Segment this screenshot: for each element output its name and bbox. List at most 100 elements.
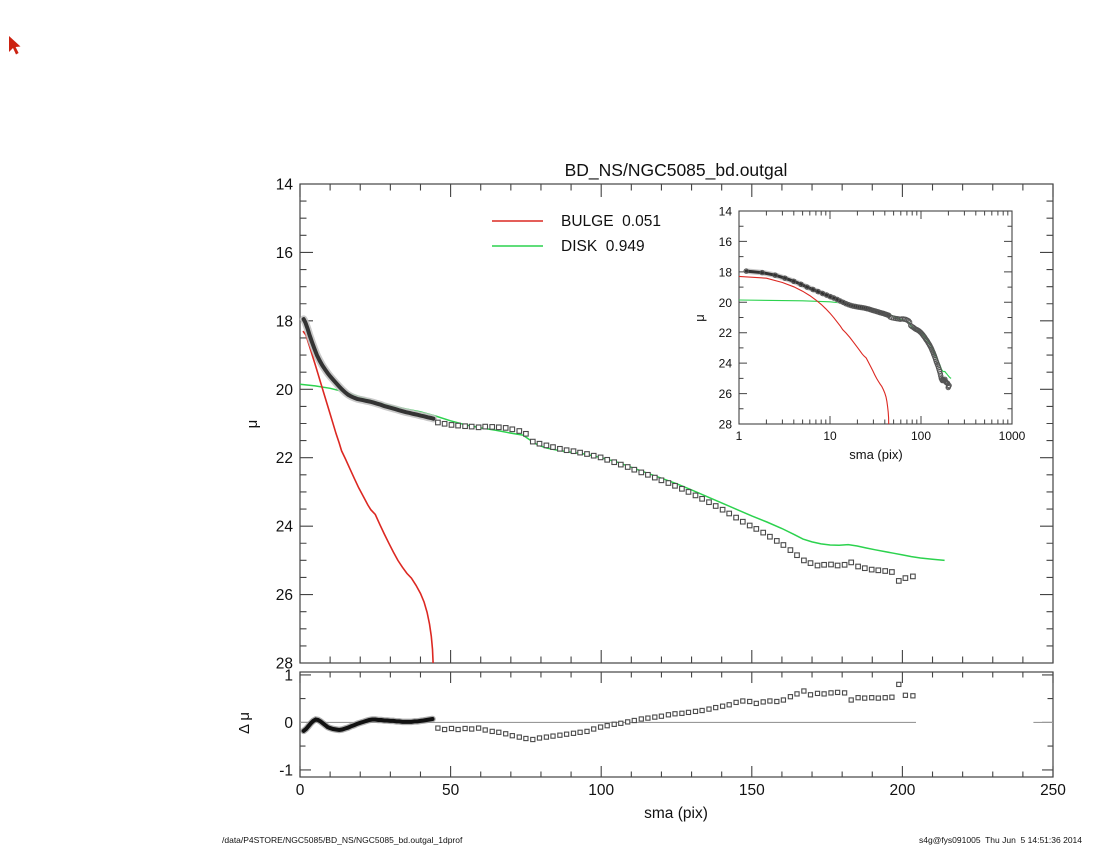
profile-point (550, 444, 556, 450)
inset-profile-point (906, 319, 913, 325)
residual-xtick-label: 50 (442, 782, 460, 799)
residual-point (591, 726, 597, 732)
residual-point (869, 695, 875, 701)
residual-point (787, 694, 794, 700)
residual-point (489, 728, 495, 735)
inset-profile-point (804, 284, 810, 290)
inset-ytick-label: 26 (719, 387, 733, 401)
inset-profile-point (743, 268, 749, 274)
inset-xlabel: sma (pix) (849, 447, 902, 462)
profile-point (604, 456, 611, 463)
residual-ytick-label: -1 (279, 762, 293, 779)
residual-core (301, 717, 435, 733)
profile-point (482, 423, 489, 430)
inset-profile-point (843, 301, 849, 307)
profile-point (733, 514, 739, 521)
residual-point (706, 706, 712, 712)
inset-profile-point (938, 373, 944, 379)
residual-point (557, 732, 563, 738)
profile-point (814, 562, 821, 569)
main-ytick-label: 16 (276, 245, 293, 262)
residual-point (658, 713, 665, 719)
inset-bulge-curve (738, 275, 890, 425)
residual-point (584, 728, 590, 735)
profile-point (726, 510, 733, 517)
residual-xtick-label: 150 (739, 782, 765, 799)
residual-point (834, 689, 841, 696)
profile-point (638, 469, 645, 476)
residual-point (618, 720, 624, 726)
profile-point (590, 452, 597, 459)
residual-point (462, 725, 468, 732)
residual-point (496, 729, 502, 735)
footer-right: s4g@fys091005 Thu Jun 5 14:51:36 2014 (919, 835, 1082, 845)
bulge-curve (302, 330, 434, 664)
profile-point (577, 449, 583, 456)
legend-bulge-label: BULGE 0.051 (561, 213, 661, 230)
residual-point (550, 733, 556, 739)
profile-point (672, 482, 678, 489)
profile-point (658, 477, 665, 484)
inset-xtick-label: 100 (911, 429, 931, 443)
residual-point (652, 714, 658, 720)
residual-point (448, 725, 455, 732)
residual-point (638, 716, 644, 722)
profile-point (651, 474, 658, 481)
profile-point (435, 419, 441, 426)
residual-point (902, 692, 909, 698)
profile-point (570, 448, 577, 455)
main-ytick-label: 20 (276, 382, 294, 399)
residual-point (801, 688, 807, 694)
residual-xtick-label: 200 (889, 782, 915, 799)
profile-point (753, 526, 760, 532)
profile-point (801, 557, 807, 564)
profile-point (712, 503, 719, 509)
profile-point (489, 424, 496, 430)
legend-disk-label: DISK 0.949 (561, 238, 645, 255)
residual-point (509, 733, 515, 739)
profile-point (448, 422, 455, 428)
profile-point (536, 440, 543, 447)
inset-ytick-label: 28 (719, 418, 733, 432)
main-xlabel: sma (pix) (644, 805, 708, 822)
profile-point (631, 466, 638, 473)
profile-point (834, 562, 841, 569)
inset-profile-point (905, 318, 912, 324)
profile-point (495, 424, 502, 431)
profile-point (523, 430, 529, 437)
inset-profile-point (840, 299, 846, 306)
residual-point (767, 698, 773, 704)
residual-point (611, 721, 617, 727)
profile-point (746, 522, 753, 529)
legend: BULGE 0.051 DISK 0.949 (492, 213, 661, 255)
residual-point (821, 691, 827, 697)
profile-point (719, 506, 726, 513)
inset-ytick-label: 20 (719, 296, 733, 310)
main-ytick-label: 18 (276, 313, 293, 330)
profile-point (773, 538, 780, 544)
footer-left: /data/P4STORE/NGC5085/BD_NS/NGC5085_bd.o… (222, 835, 463, 845)
profile-point (821, 561, 827, 568)
profile-point (895, 578, 902, 584)
residual-point (435, 725, 441, 731)
inset-ytick-label: 16 (719, 235, 733, 249)
profile-point (739, 518, 746, 525)
residual-point (862, 695, 868, 701)
residual-point (848, 697, 854, 703)
profile-point (529, 438, 536, 445)
profile-point (502, 425, 509, 431)
residual-point (699, 707, 705, 714)
inset-ytick-label: 18 (719, 265, 733, 279)
residual-point (807, 692, 814, 698)
residual-point (570, 730, 577, 736)
residual-point (713, 704, 719, 711)
profile-point (679, 485, 685, 492)
main-ticks (299, 183, 1054, 664)
profile-point (597, 454, 604, 461)
residual-xtick-label: 100 (588, 782, 614, 799)
residual-point (747, 698, 753, 705)
residual-point (543, 734, 550, 740)
profile-point (543, 442, 550, 449)
profile-point (611, 459, 618, 466)
profile-point (902, 575, 909, 581)
